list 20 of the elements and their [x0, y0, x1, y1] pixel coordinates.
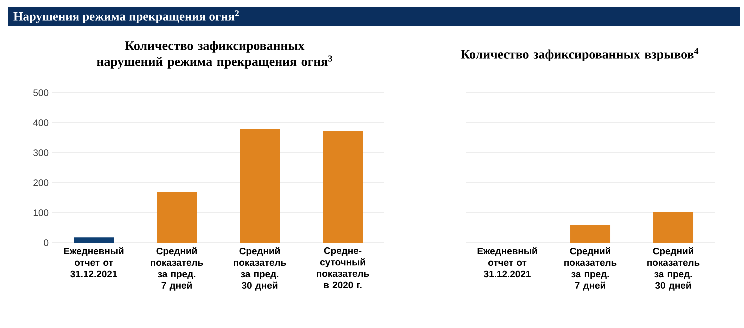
- bar: [323, 131, 364, 243]
- y-tick-label: 300: [34, 150, 49, 156]
- bar: [240, 129, 280, 243]
- chart-subtitle: Количество зафиксированных нарушений режима прекращения огня$^{3}$: [97, 41, 332, 69]
- bar: [74, 238, 114, 243]
- y-tick-label: 500: [34, 90, 49, 96]
- chart-title: Количество зафиксированных взрывов$^{4}$: [460, 48, 699, 62]
- x-tick-label: Ежедневный отчет от 31.12.2021: [478, 248, 538, 278]
- x-tick-label: Средний показатель за пред. 7 дней: [151, 248, 204, 291]
- x-tick-label: Средне-суточный показатель в 2020 г.: [317, 248, 370, 289]
- y-tick-label: 400: [33, 120, 49, 126]
- x-tick-label: Средний показатель за пред. 30 дней: [234, 248, 286, 291]
- x-tick-label: Ежедневный отчет от 31.12.2021: [64, 248, 124, 278]
- bar: [157, 192, 198, 243]
- x-tick-label: Средний показатель за пред. 7 дней: [564, 248, 617, 291]
- x-tick-label: Средний показатель за пред. 30 дней: [648, 248, 700, 291]
- y-tick-label: 100: [34, 210, 49, 216]
- y-tick-label: 200: [34, 180, 49, 186]
- y-tick-label: 0: [44, 240, 49, 246]
- chart-title: Нарушения режима прекращения огня$^{2}$: [14, 10, 240, 24]
